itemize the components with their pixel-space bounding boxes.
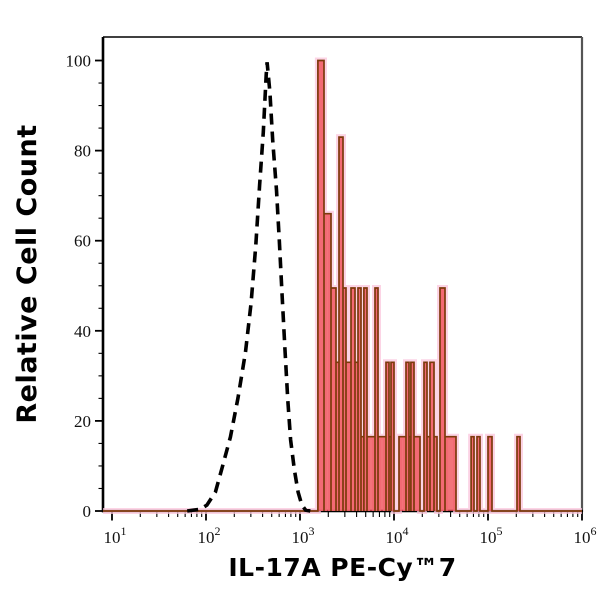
stained-histogram-outline — [103, 59, 582, 512]
x-axis-title: IL-17A PE-Cy™7 — [228, 553, 457, 582]
y-tick-label: 0 — [83, 502, 92, 521]
y-axis-title: Relative Cell Count — [12, 124, 43, 424]
y-tick-label: 80 — [74, 142, 91, 161]
x-tick-label: 103 — [292, 524, 315, 547]
y-tick-label: 40 — [74, 322, 91, 341]
x-tick-label: 102 — [198, 524, 221, 547]
y-tick-labels: 0 20 40 60 80 100 — [66, 52, 92, 521]
x-tick-label: 101 — [104, 524, 127, 547]
x-tick-labels: 101 102 103 104 105 106 — [104, 524, 597, 547]
y-tick-label: 20 — [74, 412, 91, 431]
control-dashed-curve — [186, 62, 311, 513]
stained-red-histogram — [103, 57, 582, 514]
x-tick-label: 106 — [574, 524, 597, 547]
x-tick-label: 104 — [386, 524, 409, 547]
y-tick-label: 100 — [66, 52, 92, 71]
y-tick-label: 60 — [74, 232, 91, 251]
x-tick-label: 105 — [480, 524, 503, 547]
